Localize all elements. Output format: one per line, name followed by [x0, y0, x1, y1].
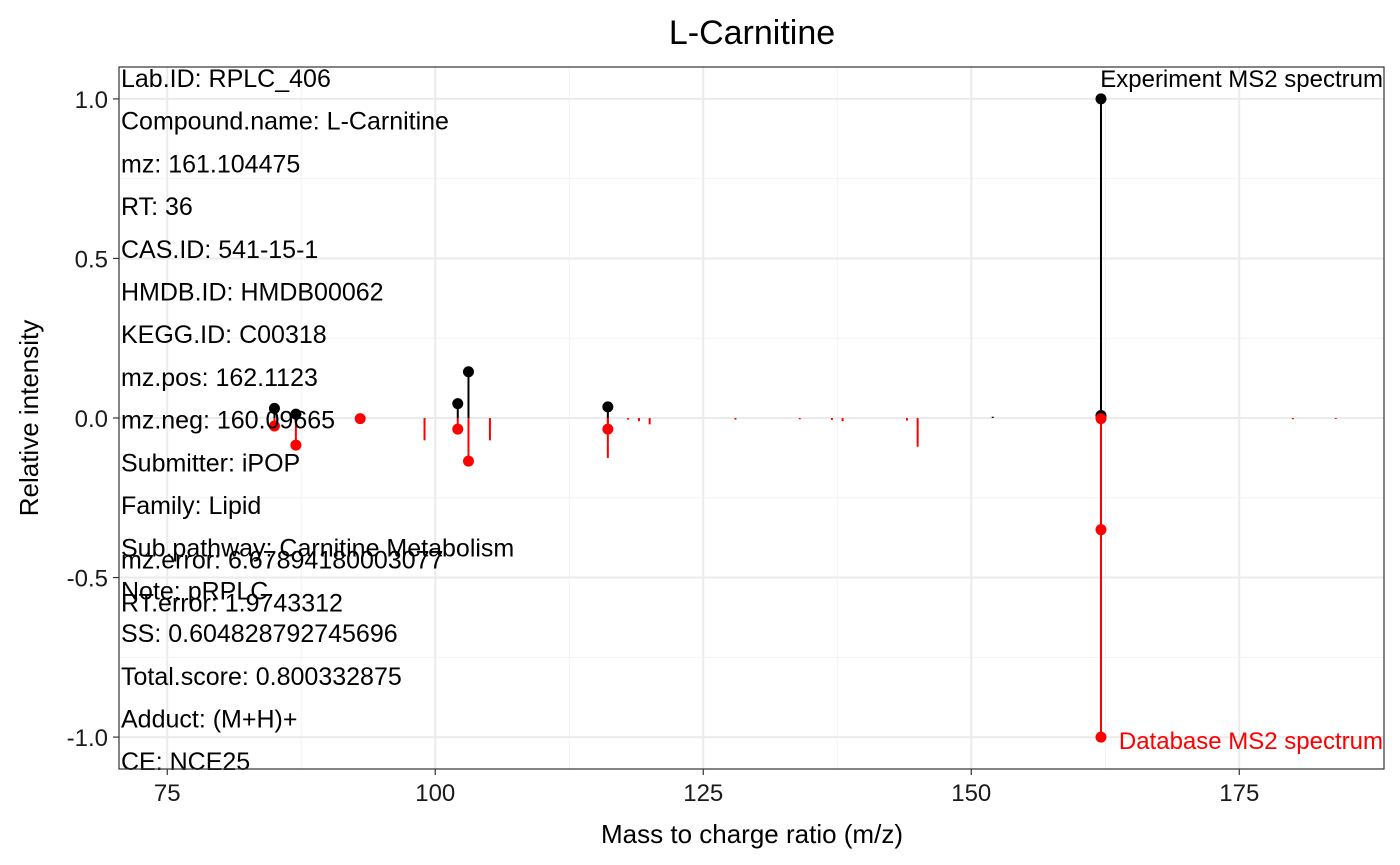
- info-overlap-line: RT.error: 1.9743312: [121, 589, 343, 617]
- experiment-matched-point: [268, 402, 280, 414]
- x-tick-label: 150: [951, 780, 991, 807]
- database-matched-point: [1095, 731, 1107, 743]
- info-line: RT: 36: [121, 193, 193, 221]
- x-tick-label: 175: [1219, 780, 1259, 807]
- compound-info-block: Lab.ID: RPLC_406 Compound.name: L-Carniti…: [121, 65, 514, 776]
- experiment-matched-point: [452, 398, 464, 410]
- info-line: Total.score: 0.800332875: [121, 663, 402, 691]
- y-tick-label: -0.5: [67, 566, 108, 593]
- axis-ticks: 75 100 125 150 175 1.0 0.5 0.0 -0.5 -1.0: [67, 87, 1260, 807]
- y-tick-label: -1.0: [67, 725, 108, 752]
- chart-title: L-Carnitine: [669, 14, 835, 52]
- database-spectrum-label: Database MS2 spectrum: [1119, 728, 1383, 755]
- database-matched-point: [1095, 413, 1107, 425]
- database-matched-point: [354, 413, 366, 425]
- info-line: Note: pRPLC: [121, 577, 268, 605]
- info-line: KEGG.ID: C00318: [121, 321, 327, 349]
- database-matched-point: [268, 420, 280, 432]
- experiment-matched-point: [462, 366, 474, 378]
- x-tick-label: 125: [683, 780, 723, 807]
- grid-lines: [119, 67, 1384, 769]
- info-line: Submitter: iPOP: [121, 449, 300, 477]
- database-matched-point: [290, 439, 302, 451]
- y-tick-label: 1.0: [75, 87, 108, 114]
- x-axis-title: Mass to charge ratio (m/z): [601, 819, 903, 849]
- x-tick-label: 100: [415, 780, 455, 807]
- database-matched-point: [1095, 524, 1107, 536]
- info-line: Family: Lipid: [121, 492, 261, 520]
- experiment-matched-point: [602, 401, 614, 413]
- y-tick-label: 0.5: [75, 246, 108, 273]
- experiment-matched-point: [290, 408, 302, 420]
- info-line: Adduct: (M+H)+: [121, 706, 297, 734]
- database-matched-point: [452, 423, 464, 435]
- experiment-matched-point: [1095, 93, 1107, 105]
- info-line: mz.neg: 160.09665: [121, 407, 335, 435]
- info-line: Compound.name: L-Carnitine: [121, 108, 449, 136]
- info-overlap-line: mz.error: 6.67894180003077: [121, 547, 443, 575]
- info-line: Lab.ID: RPLC_406: [121, 65, 331, 93]
- info-line: Sub.pathway: Carnitine Metabolism: [121, 535, 514, 563]
- x-tick-label: 75: [154, 780, 181, 807]
- y-tick-label: 0.0: [75, 406, 108, 433]
- info-line: SS: 0.604828792745696: [121, 620, 398, 648]
- info-line: CE: NCE25: [121, 748, 250, 776]
- spectrum-peaks: [176, 93, 1337, 743]
- y-axis-title: Relative intensity: [14, 320, 44, 517]
- info-line: mz: 161.104475: [121, 150, 300, 178]
- info-line: HMDB.ID: HMDB00062: [121, 279, 384, 307]
- database-matched-point: [602, 423, 614, 435]
- experiment-spectrum-label: Experiment MS2 spectrum: [1100, 66, 1383, 93]
- database-matched-point: [462, 455, 474, 467]
- info-line: mz.pos: 162.1123: [121, 364, 318, 392]
- info-line: CAS.ID: 541-15-1: [121, 236, 318, 264]
